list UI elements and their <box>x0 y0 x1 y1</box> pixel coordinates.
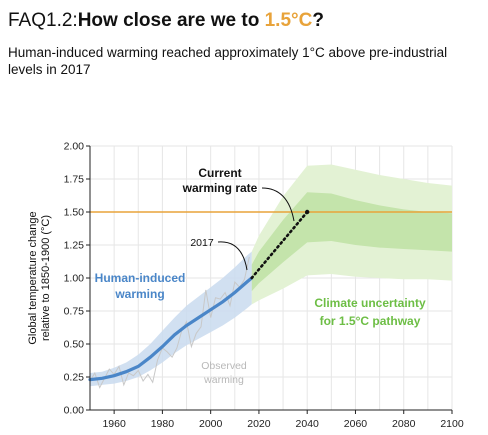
current-rate-leader <box>261 187 295 222</box>
current-warming-rate-line <box>250 210 309 280</box>
x-tick-label: 2000 <box>199 418 223 430</box>
x-tick-label: 2060 <box>344 418 368 430</box>
x-tick-label: 2040 <box>296 418 320 430</box>
title-main: How close are we to <box>77 10 265 31</box>
y-tick-label: 1.75 <box>64 174 85 186</box>
y-tick-label: 1.25 <box>64 240 85 252</box>
y-tick-label: 1.50 <box>64 207 85 219</box>
y-tick-label: 1.00 <box>64 273 85 285</box>
title-prefix: FAQ1.2: <box>8 10 78 31</box>
human-induced-label-line1: Human-induced <box>95 271 186 285</box>
human-induced-line <box>88 276 254 382</box>
x-tick-label: 2100 <box>440 418 464 430</box>
title-suffix: ? <box>312 10 324 31</box>
current-warming-rate-end <box>305 209 310 215</box>
human-induced-label-line2: warming <box>114 287 164 301</box>
y-axis-label-line1: Global temperature change <box>27 211 39 344</box>
x-tick-label: 2080 <box>392 418 416 430</box>
observed-label-line2: warming <box>203 374 244 386</box>
observed-label-line1: Observed <box>201 360 247 372</box>
year-2017-leader <box>217 241 248 271</box>
y-tick-label: 0.25 <box>64 372 85 384</box>
y-axis-label-line2: relative to 1850-1900 (°C) <box>40 215 52 341</box>
x-tick-label: 2020 <box>247 418 271 430</box>
climate-uncertainty-label-line2: for 1.5°C pathway <box>320 314 421 328</box>
y-tick-label: 2.00 <box>64 141 85 153</box>
observed-warming-line <box>89 256 250 389</box>
year-2017-label: 2017 <box>190 237 214 249</box>
chart-subtitle: Human-induced warming reached approximat… <box>8 45 448 77</box>
current-rate-label-line2: warming rate <box>182 181 258 195</box>
current-rate-label-line1: Current <box>198 166 241 180</box>
x-tick-label: 1960 <box>102 418 126 430</box>
title-accent: 1.5°C <box>264 10 313 31</box>
climate-uncertainty-label-line1: Climate uncertainty <box>314 296 426 310</box>
chart-title: FAQ1.2:How close are we to 1.5°C? <box>8 10 324 32</box>
human-induced-band <box>90 251 252 387</box>
x-tick-label: 1980 <box>151 418 175 430</box>
y-tick-label: 0.50 <box>64 339 85 351</box>
y-tick-label: 0.00 <box>64 405 85 417</box>
uncertainty-band-inner <box>251 192 452 292</box>
y-tick-label: 0.75 <box>64 306 85 318</box>
